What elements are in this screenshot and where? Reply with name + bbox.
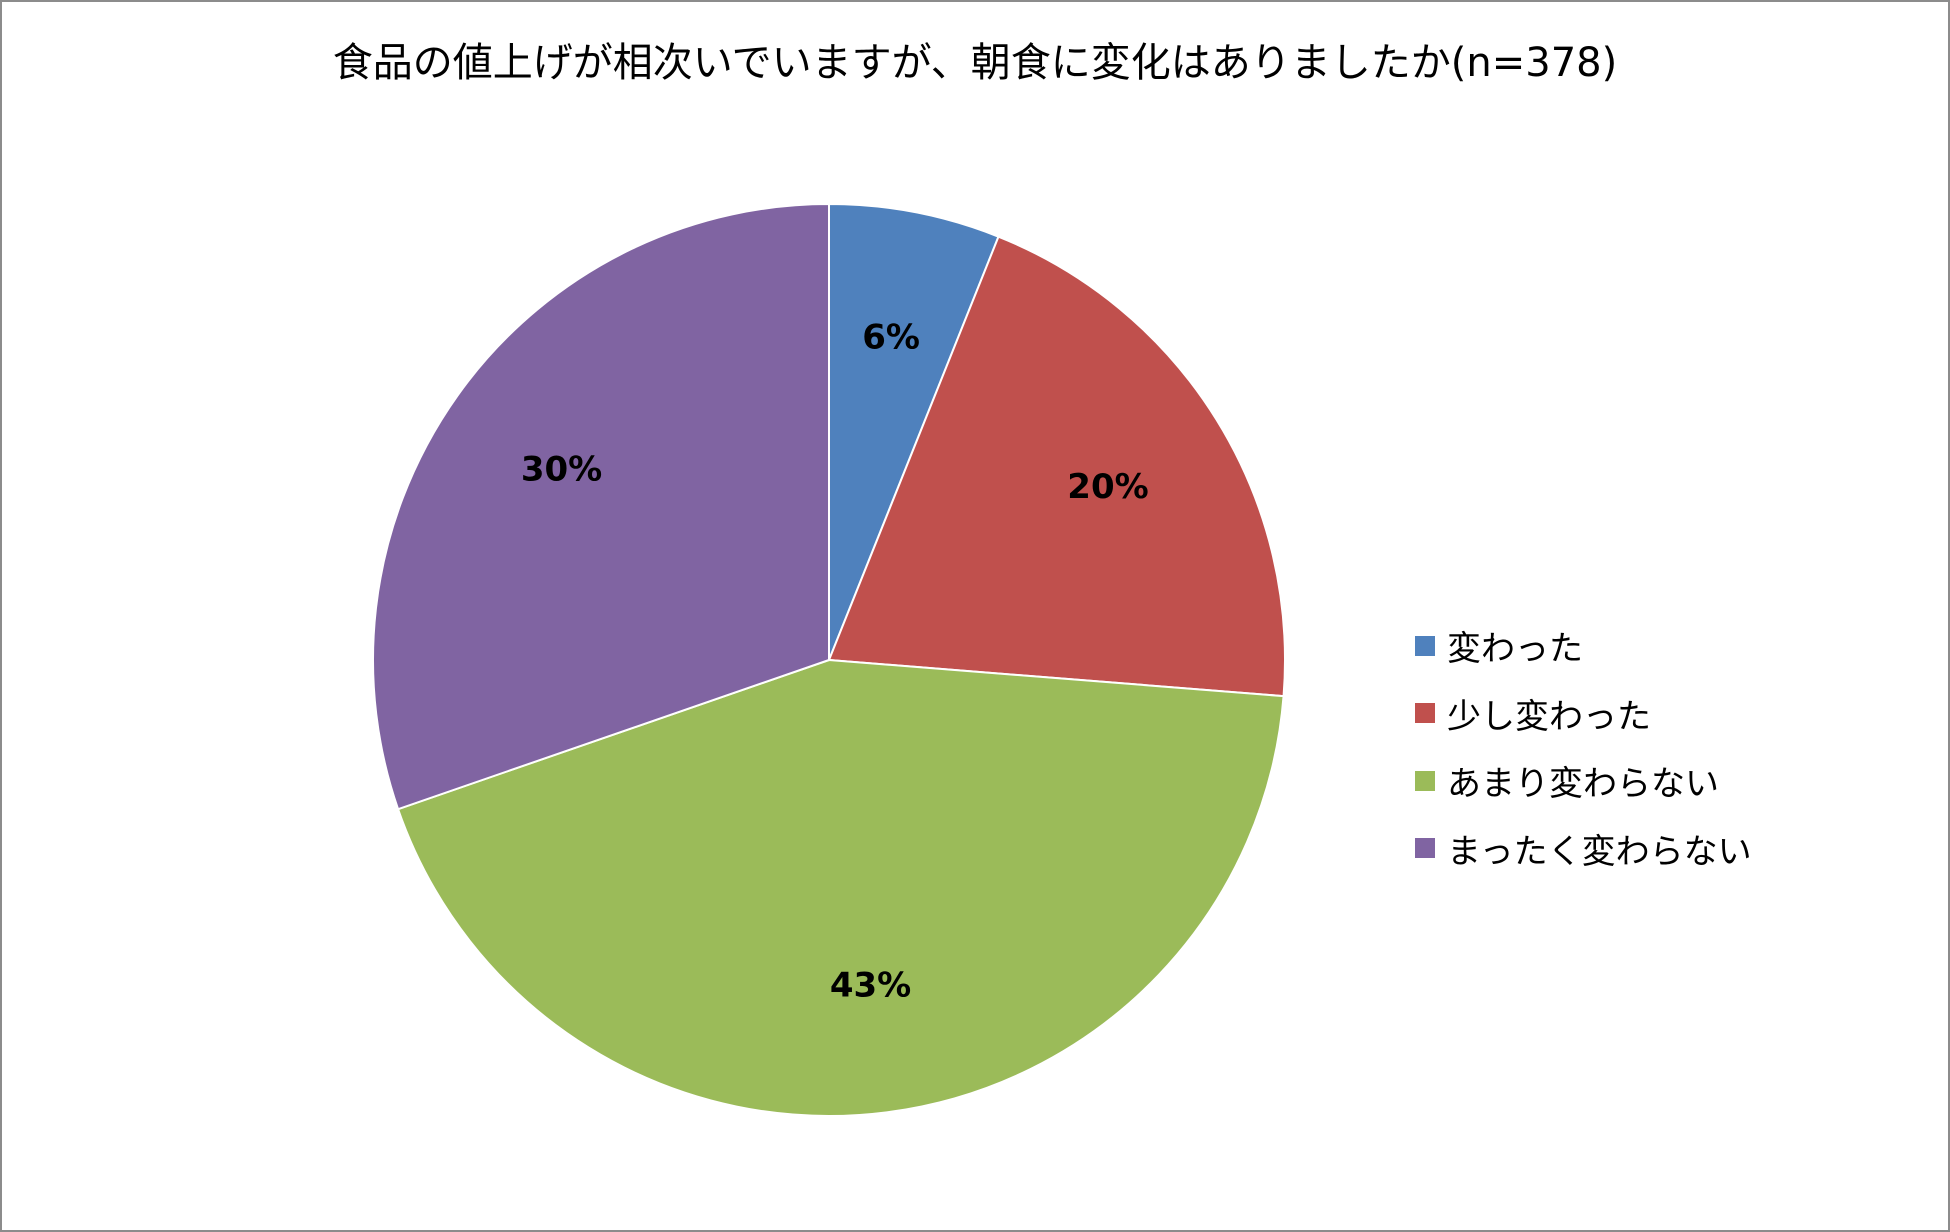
data-label-3: 43% (830, 966, 911, 1006)
pie-slice-4 (372, 202, 830, 811)
data-label-2: 20% (1067, 467, 1148, 507)
legend-label: 変わった (1447, 629, 1583, 670)
pie-slice-1 (828, 202, 1000, 661)
pie-data-labels: 6% 20% 43% 30% (521, 318, 1149, 1006)
data-label-1: 6% (862, 318, 920, 358)
pie-slice-2 (827, 235, 1287, 698)
pie-slice-3 (396, 658, 1285, 1117)
data-label-4: 30% (521, 450, 602, 490)
legend-item-2: 少し変わった (1415, 680, 1752, 748)
legend-swatch (1415, 838, 1435, 859)
legend-label: 少し変わった (1447, 696, 1651, 737)
chart-title: 食品の値上げが相次いでいますが、朝食に変化はありましたか(n=378) (332, 40, 1618, 86)
legend-item-3: あまり変わらない (1415, 747, 1752, 815)
legend-item-1: 変わった (1415, 612, 1752, 680)
legend-label: あまり変わらない (1447, 764, 1719, 805)
legend-label: まったく変わらない (1447, 831, 1752, 872)
legend-swatch (1415, 770, 1435, 791)
legend-item-4: まったく変わらない (1415, 815, 1752, 883)
legend: 変わった少し変わったあまり変わらない まったく変わらない (1415, 612, 1752, 882)
pie-slices (372, 202, 1287, 1117)
legend-swatch (1415, 635, 1435, 656)
legend-swatch (1415, 703, 1435, 724)
